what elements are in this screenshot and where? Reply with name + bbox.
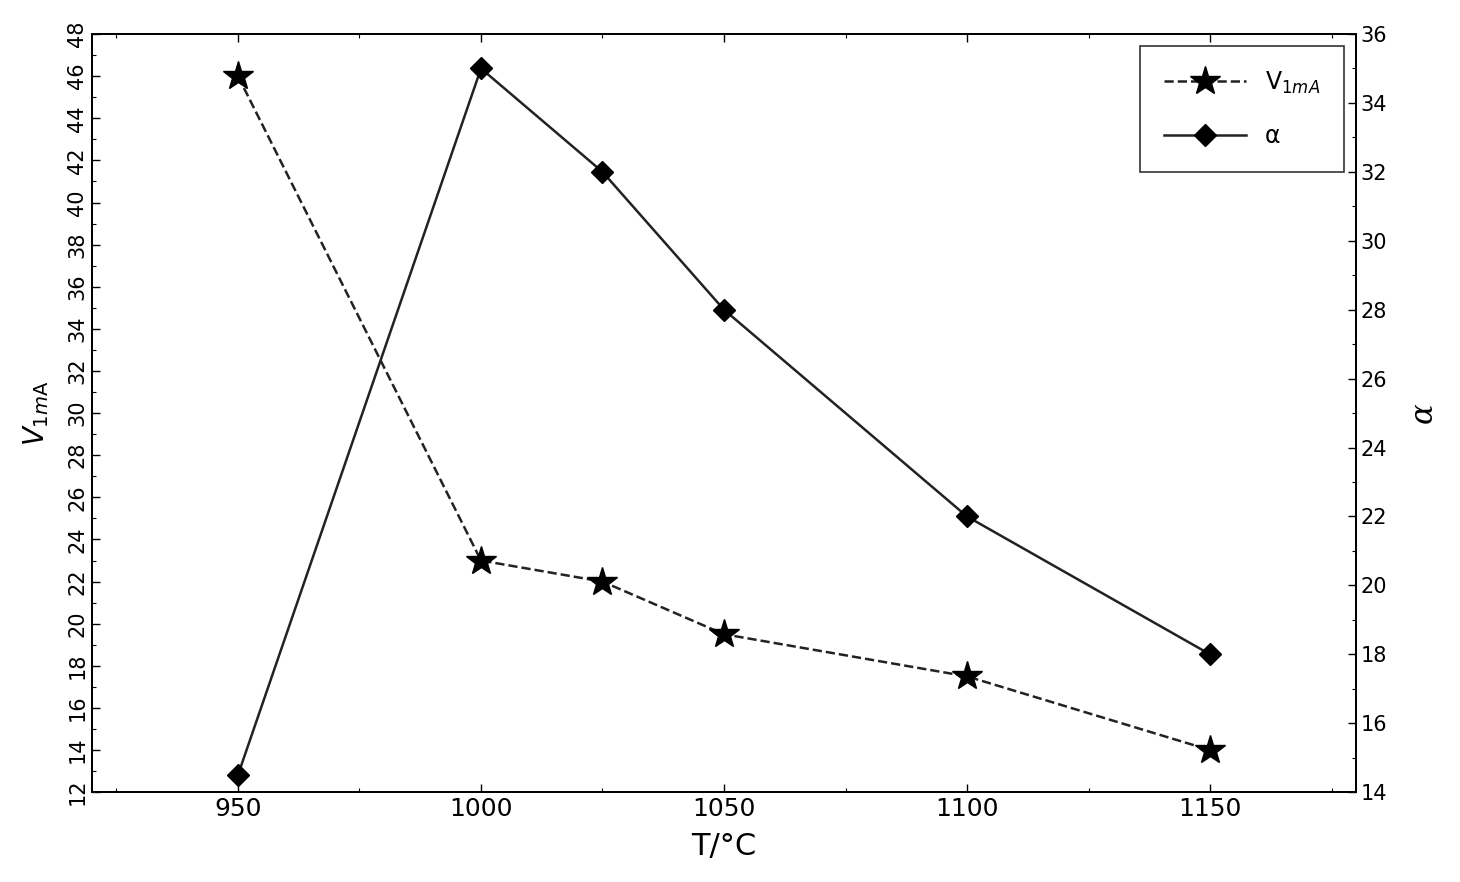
V$_{1m A}$ — [229, 71, 247, 81]
α — [1202, 649, 1219, 660]
V$_{1m A}$ — [1202, 744, 1219, 755]
X-axis label: T/°C: T/°C — [692, 832, 756, 861]
Y-axis label: $V_{1m\mathrm{A}}$: $V_{1m\mathrm{A}}$ — [20, 380, 51, 445]
Legend: V$_{1m A}$, α: V$_{1m A}$, α — [1140, 46, 1345, 172]
V$_{1m A}$ — [472, 556, 489, 566]
α — [594, 167, 612, 177]
α — [715, 304, 733, 315]
V$_{1m A}$ — [715, 629, 733, 639]
V$_{1m A}$ — [594, 576, 612, 587]
Line: V$_{1m A}$: V$_{1m A}$ — [223, 61, 1225, 766]
α — [958, 512, 975, 522]
α — [229, 770, 247, 781]
α — [472, 64, 489, 74]
Line: α: α — [231, 61, 1218, 782]
Y-axis label: α: α — [1407, 403, 1440, 423]
V$_{1m A}$ — [958, 671, 975, 682]
